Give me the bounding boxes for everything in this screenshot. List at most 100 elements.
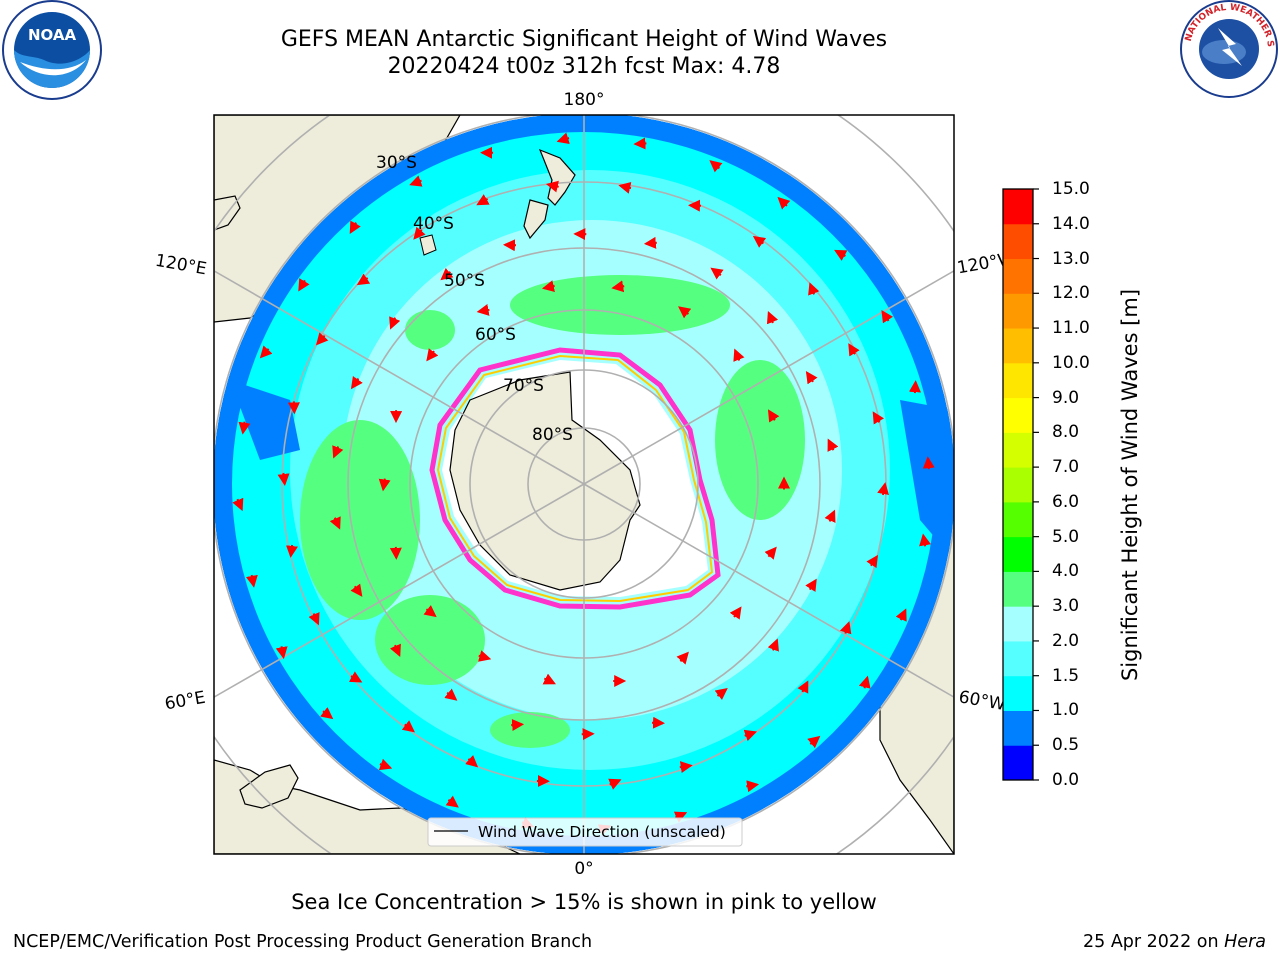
colorbar-segment xyxy=(1003,745,1033,781)
wave-arrow xyxy=(232,497,244,512)
wave-arrow xyxy=(286,544,298,558)
wave-arrow xyxy=(714,687,728,701)
colorbar-tick-label: 13.0 xyxy=(1052,248,1090,269)
wave-arrow xyxy=(308,612,320,626)
wave-arrow xyxy=(275,646,288,660)
colorbar-segment xyxy=(1003,223,1033,260)
lat-label-70s: 70°S xyxy=(503,376,544,396)
colorbar-tick-label: 6.0 xyxy=(1052,491,1080,512)
lat-label-80s: 80°S xyxy=(532,425,573,445)
colorbar-tick-label: 8.0 xyxy=(1052,422,1080,443)
noaa-logo: NOAA xyxy=(2,0,102,100)
colorbar xyxy=(1003,189,1033,781)
wave-arrow xyxy=(349,220,361,234)
wave-arrow xyxy=(710,267,724,280)
wave-arrow xyxy=(807,735,821,749)
wave-patch-2 xyxy=(375,595,485,685)
wave-arrow xyxy=(389,643,401,658)
sea-ice-ring xyxy=(429,347,721,610)
wave-arrow xyxy=(743,729,757,742)
footer-date-text: 25 Apr 2022 on xyxy=(1083,932,1225,952)
colorbar-tick-label: 14.0 xyxy=(1052,213,1090,234)
antarctica-land xyxy=(449,371,641,591)
wave-arrow xyxy=(848,343,860,357)
wave-arrow xyxy=(827,438,839,452)
colorbar-segment xyxy=(1003,571,1033,607)
footer-branch: NCEP/EMC/Verification Post Processing Pr… xyxy=(13,932,593,952)
wave-arrow xyxy=(805,578,817,592)
wave-arrow xyxy=(556,132,570,145)
colorbar-tick-label: 0.0 xyxy=(1052,770,1080,790)
wave-arrow xyxy=(805,371,818,385)
colorbar-border xyxy=(1002,188,1034,781)
colorbar-title: Significant Height of Wind Waves [m] xyxy=(1118,288,1142,682)
title-line-2: 20220424 t00z 312h fcst Max: 4.78 xyxy=(387,54,781,79)
wave-arrow xyxy=(348,671,363,683)
wave-arrow xyxy=(298,278,310,292)
wave-arrow xyxy=(834,249,848,261)
wave-arrow xyxy=(332,445,344,459)
wave-patch-1 xyxy=(300,420,420,620)
wave-arrow xyxy=(378,758,393,771)
wave-patch-3 xyxy=(510,275,730,335)
wave-arrow xyxy=(709,160,723,173)
wave-arrow xyxy=(444,688,458,701)
wave-arrow xyxy=(733,348,745,362)
colorbar-tick-label: 9.0 xyxy=(1052,387,1080,408)
wave-arrow xyxy=(356,273,371,286)
wave-arrow xyxy=(611,280,625,293)
noaa-logo-text: NOAA xyxy=(28,26,77,44)
wave-arrow xyxy=(919,533,931,547)
colorbar-segment xyxy=(1003,432,1033,468)
wave-arrow xyxy=(440,267,454,281)
sea-ice-note: Sea Ice Concentration > 15% is shown in … xyxy=(291,890,877,914)
wave-arrow xyxy=(777,196,791,210)
wave-arrow xyxy=(245,574,258,588)
wave-arrow xyxy=(633,137,647,150)
wave-arrow xyxy=(476,194,490,206)
wave-arrow xyxy=(676,651,689,665)
wave-arrow xyxy=(767,409,780,423)
wave-arrow xyxy=(766,310,779,325)
wave-arrow xyxy=(315,332,329,346)
colorbar-ticks xyxy=(1033,188,1039,781)
wave-arrow xyxy=(238,421,251,435)
wave-arrow xyxy=(729,606,742,620)
wave-arrow xyxy=(839,621,852,635)
wave-patch-6 xyxy=(405,310,455,350)
wave-arrow xyxy=(541,280,555,292)
footer-date: 25 Apr 2022 on Hera xyxy=(1083,932,1266,952)
wave-arrow xyxy=(423,605,437,618)
wave-arrow xyxy=(426,348,439,362)
wave-arrow xyxy=(465,754,479,768)
colorbar-segment xyxy=(1003,536,1033,572)
wave-arrow xyxy=(895,608,907,622)
colorbar-segment xyxy=(1003,189,1033,225)
colorbar-segment xyxy=(1003,362,1033,399)
colorbar-tick-label: 11.0 xyxy=(1052,318,1090,339)
wave-arrow xyxy=(651,716,665,729)
wave-arrow xyxy=(808,282,820,296)
colorbar-tick-label: 15.0 xyxy=(1052,179,1090,199)
wave-arrow xyxy=(746,780,760,793)
wave-arrow xyxy=(503,239,517,252)
title-line-1: GEFS MEAN Antarctic Significant Height o… xyxy=(280,27,888,52)
legend-label: Wind Wave Direction (unscaled) xyxy=(478,823,726,841)
wave-arrow xyxy=(764,546,777,560)
wave-patch-5 xyxy=(490,712,570,748)
wave-arrow xyxy=(677,306,692,319)
map-border xyxy=(213,114,955,855)
madagascar-land xyxy=(239,764,299,809)
colorbar-segment xyxy=(1003,675,1033,711)
wave-arrow xyxy=(618,182,632,194)
colorbar-tick-label: 7.0 xyxy=(1052,457,1080,478)
wave-arrow xyxy=(877,482,889,496)
wave-patch-4 xyxy=(715,360,805,520)
colorbar-segment xyxy=(1003,293,1033,329)
wave-arrows xyxy=(232,132,935,836)
lat-label-60s: 60°S xyxy=(475,325,516,345)
wave-arrow xyxy=(881,310,893,324)
colorbar-tick-label: 2.0 xyxy=(1052,630,1080,651)
wave-arrow xyxy=(767,638,779,652)
wave-arrow xyxy=(277,472,290,486)
